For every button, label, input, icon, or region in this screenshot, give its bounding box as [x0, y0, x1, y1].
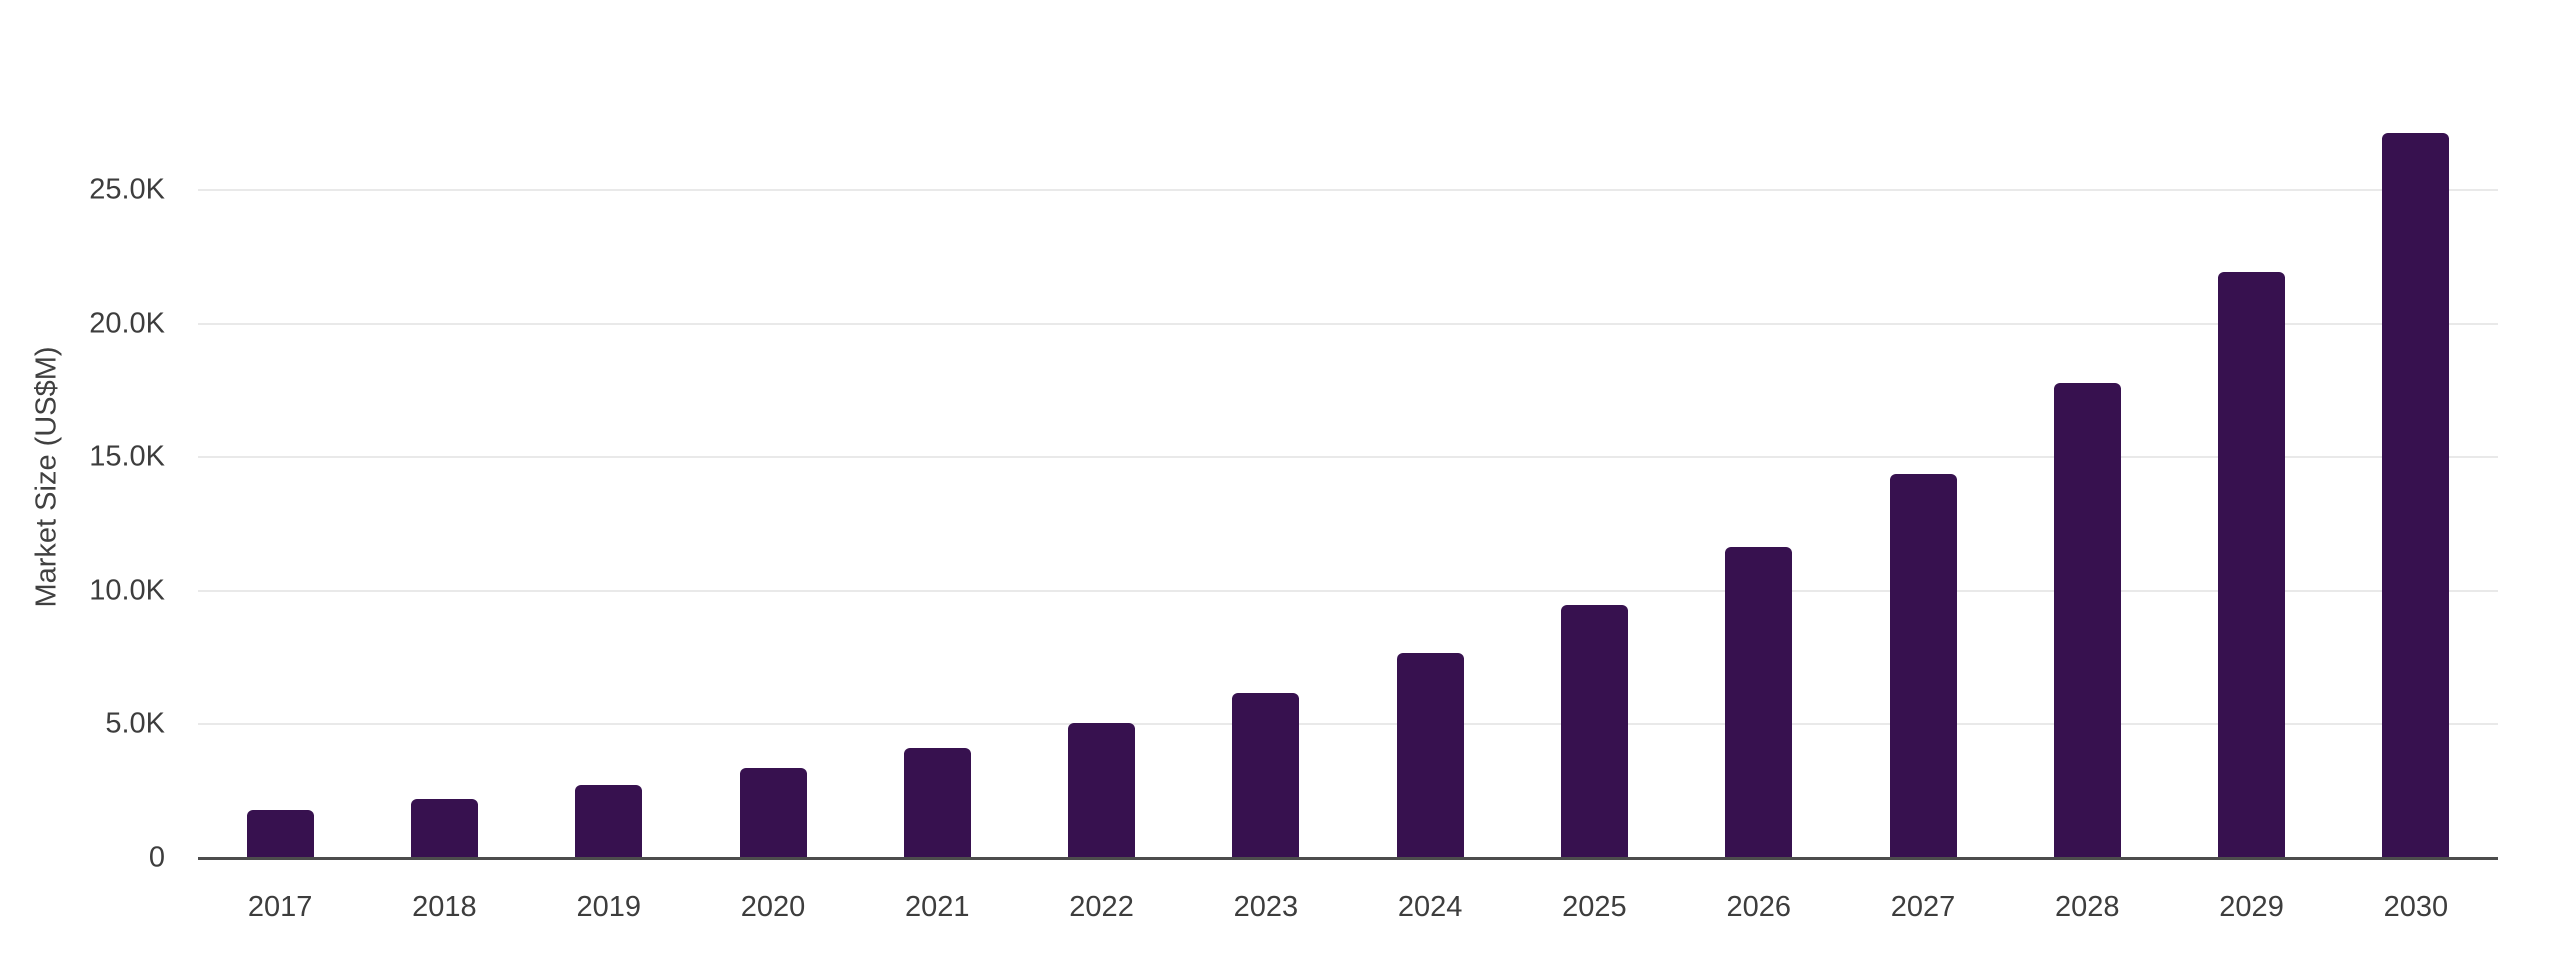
bar-2027	[1889, 474, 1957, 858]
y-tick-label-10.0K: 10.0K	[89, 574, 165, 607]
gridline-20.0K	[198, 322, 2498, 325]
bar-2030	[2382, 132, 2450, 858]
bar-2028	[2053, 382, 2121, 858]
x-tick-label-2023: 2023	[1233, 891, 1299, 923]
y-tick-label-0: 0	[148, 841, 165, 874]
bar-2024	[1396, 653, 1464, 858]
gridline-15.0K	[198, 456, 2498, 459]
gridline-5.0K	[198, 723, 2498, 726]
x-tick-label-2027: 2027	[1890, 891, 1956, 923]
bar-2023	[1232, 692, 1300, 858]
bar-2021	[903, 747, 971, 858]
x-tick-label-2020: 2020	[740, 891, 806, 923]
x-tick-label-2017: 2017	[247, 891, 313, 923]
x-tick-label-2030: 2030	[2383, 891, 2449, 923]
x-tick-label-2019: 2019	[576, 891, 641, 923]
gridline-10.0K	[198, 589, 2498, 592]
y-tick-label-5.0K: 5.0K	[105, 707, 165, 740]
bar-2026	[1725, 546, 1793, 858]
x-axis-line	[198, 857, 2498, 860]
bar-2025	[1560, 604, 1628, 858]
x-tick-label-2022: 2022	[1069, 891, 1134, 923]
bar-2019	[575, 785, 643, 858]
x-tick-label-2024: 2024	[1397, 891, 1463, 923]
y-tick-label-25.0K: 25.0K	[89, 173, 165, 206]
bar-2029	[2218, 272, 2286, 858]
bar-2018	[410, 798, 478, 858]
bar-2020	[739, 767, 807, 858]
x-tick-label-2021: 2021	[905, 891, 970, 923]
x-tick-label-2025: 2025	[1562, 891, 1627, 923]
bar-2017	[246, 809, 314, 858]
gridline-25.0K	[198, 189, 2498, 191]
y-tick-label-20.0K: 20.0K	[89, 307, 165, 340]
y-tick-label-15.0K: 15.0K	[89, 440, 165, 473]
x-tick-label-2028: 2028	[2055, 891, 2120, 923]
y-axis-title: Market Size (US$M)	[30, 346, 63, 608]
x-tick-label-2029: 2029	[2219, 891, 2284, 923]
x-tick-label-2018: 2018	[412, 891, 477, 923]
x-tick-label-2026: 2026	[1726, 891, 1791, 923]
bar-2022	[1068, 723, 1136, 858]
